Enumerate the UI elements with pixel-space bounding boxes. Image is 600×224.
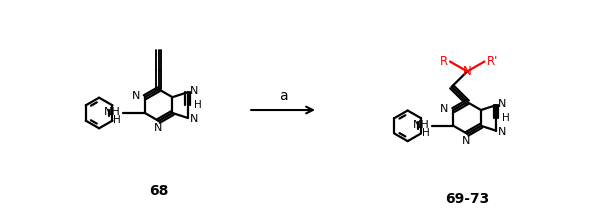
Text: NH: NH bbox=[413, 120, 430, 130]
Text: 68: 68 bbox=[149, 184, 169, 198]
Text: NH: NH bbox=[104, 107, 121, 117]
Text: N: N bbox=[463, 65, 472, 78]
Text: H: H bbox=[422, 128, 430, 138]
Text: N: N bbox=[190, 86, 198, 96]
Text: H: H bbox=[113, 115, 121, 125]
Text: H: H bbox=[194, 100, 202, 110]
Text: N: N bbox=[462, 136, 470, 146]
Text: N: N bbox=[498, 99, 506, 109]
Text: R': R' bbox=[487, 55, 498, 68]
Text: N: N bbox=[440, 104, 448, 114]
Text: 69-73: 69-73 bbox=[445, 192, 490, 206]
Text: N: N bbox=[190, 114, 198, 124]
Text: N: N bbox=[498, 127, 506, 137]
Text: R: R bbox=[440, 55, 448, 68]
Text: H: H bbox=[502, 113, 510, 123]
Text: a: a bbox=[279, 89, 287, 103]
Text: N: N bbox=[131, 91, 140, 101]
Text: N: N bbox=[154, 123, 162, 133]
